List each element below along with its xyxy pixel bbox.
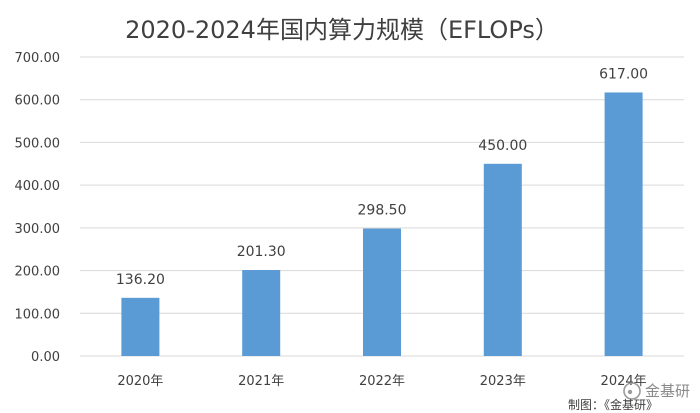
weibo-logo-icon (623, 382, 641, 400)
y-tick-label: 600.00 (15, 94, 61, 109)
weibo-logo-eye-icon (627, 389, 633, 395)
x-category-label: 2023年 (480, 374, 526, 389)
y-tick-label: 500.00 (15, 136, 61, 151)
x-axis-categories: 2020年 2021年 2022年 2023年 2024年 (117, 374, 646, 389)
bar (604, 92, 643, 357)
y-axis-ticks: 0.00 100.00 200.00 300.00 400.00 500.00 600.00… (15, 51, 61, 365)
y-tick-label: 200.00 (15, 265, 61, 280)
y-tick-label: 100.00 (15, 307, 61, 322)
x-category-label: 2021年 (238, 374, 284, 389)
data-label: 450.00 (478, 138, 527, 154)
y-tick-label: 400.00 (15, 179, 61, 194)
x-category-label: 2022年 (359, 374, 405, 389)
bars (121, 92, 643, 357)
data-label: 136.20 (116, 272, 165, 288)
y-tick-label: 0.00 (31, 350, 60, 365)
y-tick-label: 300.00 (15, 222, 61, 237)
data-labels: 136.20 201.30 298.50 450.00 617.00 (116, 66, 648, 287)
x-category-label: 2024年 (601, 374, 647, 389)
bar (242, 270, 281, 356)
data-label: 298.50 (358, 202, 407, 218)
chart-title: 2020-2024年国内算力规模（EFLOPs） (125, 16, 559, 44)
data-label: 201.30 (237, 244, 286, 260)
x-category-label: 2020年 (117, 374, 163, 389)
bar (363, 228, 401, 356)
watermark-text: 金基研 (645, 382, 690, 400)
bar (121, 297, 160, 356)
watermark: 金基研 (623, 382, 690, 400)
y-tick-label: 700.00 (15, 51, 61, 66)
data-label: 617.00 (599, 66, 648, 82)
bar (483, 163, 522, 356)
chart-credit: 制图：《金基研》 (568, 397, 658, 412)
